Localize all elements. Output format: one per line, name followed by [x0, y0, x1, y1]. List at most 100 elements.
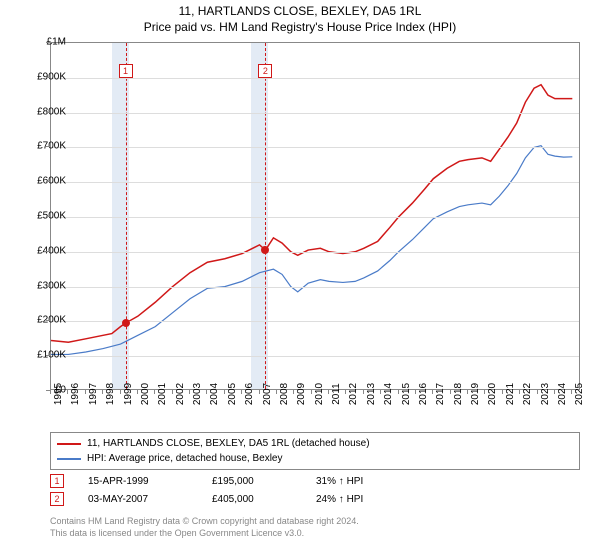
x-tick-label: 2010	[314, 383, 325, 405]
x-tick-label: 2015	[401, 383, 412, 405]
y-tick-label: £100K	[22, 350, 66, 361]
y-tick	[46, 216, 50, 217]
event-date-0: 15-APR-1999	[88, 476, 188, 487]
x-tick-label: 2009	[296, 383, 307, 405]
legend-swatch-1	[57, 458, 81, 460]
x-tick	[415, 390, 416, 394]
legend-swatch-0	[57, 443, 81, 445]
x-tick-label: 1999	[123, 383, 134, 405]
x-tick	[154, 390, 155, 394]
x-tick	[50, 390, 51, 394]
x-tick	[537, 390, 538, 394]
x-tick	[137, 390, 138, 394]
event-dot	[122, 319, 130, 327]
x-tick	[554, 390, 555, 394]
y-tick-label: £300K	[22, 280, 66, 291]
y-tick	[46, 181, 50, 182]
x-tick	[363, 390, 364, 394]
x-tick-label: 2018	[453, 383, 464, 405]
y-tick-label: £700K	[22, 141, 66, 152]
x-tick-label: 2000	[140, 383, 151, 405]
x-tick-label: 2017	[435, 383, 446, 405]
x-tick	[102, 390, 103, 394]
gridline-h	[51, 287, 579, 288]
x-tick	[502, 390, 503, 394]
title-address: 11, HARTLANDS CLOSE, BEXLEY, DA5 1RL	[0, 4, 600, 18]
legend: 11, HARTLANDS CLOSE, BEXLEY, DA5 1RL (de…	[50, 432, 580, 470]
gridline-h	[51, 252, 579, 253]
x-tick	[519, 390, 520, 394]
x-tick-label: 2005	[227, 383, 238, 405]
title-subtitle: Price paid vs. HM Land Registry's House …	[0, 20, 600, 34]
x-tick-label: 2025	[574, 383, 585, 405]
x-tick-label: 2022	[522, 383, 533, 405]
series-svg	[51, 43, 579, 389]
footer-line2: This data is licensed under the Open Gov…	[50, 528, 580, 540]
title-block: 11, HARTLANDS CLOSE, BEXLEY, DA5 1RL Pri…	[0, 0, 600, 34]
x-tick	[224, 390, 225, 394]
event-price-0: £195,000	[212, 476, 292, 487]
x-tick-label: 2023	[540, 383, 551, 405]
y-tick	[46, 320, 50, 321]
x-tick	[276, 390, 277, 394]
event-date-1: 03-MAY-2007	[88, 494, 188, 505]
x-tick-label: 2012	[348, 383, 359, 405]
y-tick	[46, 77, 50, 78]
y-tick	[46, 42, 50, 43]
x-tick-label: 2007	[262, 383, 273, 405]
x-tick	[259, 390, 260, 394]
plot-area: 12	[50, 42, 580, 390]
x-tick-label: 2019	[470, 383, 481, 405]
x-tick-label: 2004	[209, 383, 220, 405]
y-tick-label: £500K	[22, 211, 66, 222]
chart-container: 11, HARTLANDS CLOSE, BEXLEY, DA5 1RL Pri…	[0, 0, 600, 560]
gridline-h	[51, 113, 579, 114]
x-tick-label: 2003	[192, 383, 203, 405]
x-tick	[432, 390, 433, 394]
x-tick	[189, 390, 190, 394]
legend-label-0: 11, HARTLANDS CLOSE, BEXLEY, DA5 1RL (de…	[87, 438, 370, 449]
event-badge-1: 2	[50, 492, 64, 506]
x-tick-label: 2020	[487, 383, 498, 405]
x-tick-label: 2002	[175, 383, 186, 405]
y-tick-label: £600K	[22, 176, 66, 187]
x-tick-label: 2016	[418, 383, 429, 405]
x-tick-label: 2006	[244, 383, 255, 405]
x-tick	[206, 390, 207, 394]
x-tick	[241, 390, 242, 394]
gridline-h	[51, 356, 579, 357]
y-tick	[46, 112, 50, 113]
footer-line1: Contains HM Land Registry data © Crown c…	[50, 516, 580, 528]
gridline-h	[51, 182, 579, 183]
event-badge-0: 1	[50, 474, 64, 488]
y-tick	[46, 286, 50, 287]
x-tick	[328, 390, 329, 394]
y-tick-label: £1M	[22, 37, 66, 48]
event-pct-1: 24% ↑ HPI	[316, 494, 396, 505]
event-row-0: 1 15-APR-1999 £195,000 31% ↑ HPI	[50, 472, 580, 490]
y-tick	[46, 251, 50, 252]
gridline-h	[51, 147, 579, 148]
event-marker: 1	[119, 64, 133, 78]
y-tick-label: £800K	[22, 106, 66, 117]
x-tick-label: 2011	[331, 383, 342, 405]
legend-row-0: 11, HARTLANDS CLOSE, BEXLEY, DA5 1RL (de…	[57, 436, 573, 451]
x-tick	[172, 390, 173, 394]
gridline-h	[51, 217, 579, 218]
y-tick-label: £900K	[22, 71, 66, 82]
x-tick	[67, 390, 68, 394]
y-tick	[46, 146, 50, 147]
footer: Contains HM Land Registry data © Crown c…	[50, 516, 580, 539]
x-tick-label: 2001	[157, 383, 168, 405]
x-tick	[345, 390, 346, 394]
event-pct-0: 31% ↑ HPI	[316, 476, 396, 487]
gridline-h	[51, 78, 579, 79]
x-tick	[450, 390, 451, 394]
x-tick-label: 1995	[53, 383, 64, 405]
x-tick	[571, 390, 572, 394]
events-table: 1 15-APR-1999 £195,000 31% ↑ HPI 2 03-MA…	[50, 472, 580, 508]
x-tick	[120, 390, 121, 394]
y-tick-label: £200K	[22, 315, 66, 326]
gridline-h	[51, 321, 579, 322]
x-tick-label: 1998	[105, 383, 116, 405]
